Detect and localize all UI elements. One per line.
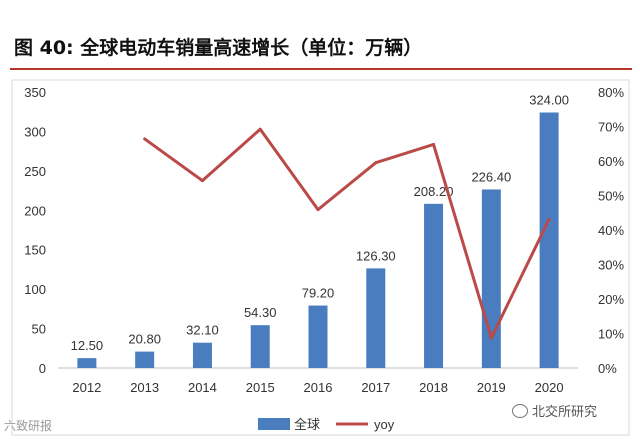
legend-label-line: yoy (374, 417, 395, 432)
y-left-tick-350: 350 (24, 85, 46, 100)
yoy-point-2017 (374, 161, 378, 165)
data-label-2019: 226.40 (471, 169, 511, 184)
bar-2015 (250, 325, 270, 368)
yoy-line (143, 127, 551, 340)
watermark-right-text: 北交所研究 (532, 405, 598, 420)
data-label-2012: 12.50 (71, 338, 104, 353)
x-tick-2017: 2017 (361, 380, 390, 395)
x-tick-2016: 2016 (304, 380, 333, 395)
data-label-2020: 324.00 (529, 93, 569, 108)
yoy-point-2019 (489, 336, 493, 340)
bar-2014 (192, 342, 212, 368)
data-label-2013: 20.80 (128, 332, 161, 347)
x-tick-2018: 2018 (419, 380, 448, 395)
x-tick-2015: 2015 (246, 380, 275, 395)
data-label-2017: 126.30 (356, 248, 396, 263)
x-tick-2013: 2013 (130, 380, 159, 395)
bar-2018 (424, 203, 444, 368)
y-right-tick-70pct: 70% (598, 120, 624, 135)
y-right-tick-10pct: 10% (598, 327, 624, 342)
bar-2017 (366, 268, 386, 368)
yoy-point-2016 (316, 208, 320, 212)
x-tick-2019: 2019 (477, 380, 506, 395)
yoy-point-2014 (200, 179, 204, 183)
chart-title: 图 40: 全球电动车销量高速增长（单位：万辆） (14, 37, 423, 59)
watermark-left: 六致研报 (4, 417, 52, 434)
y-left-tick-100: 100 (24, 282, 46, 297)
y-right-tick-50pct: 50% (598, 189, 624, 204)
x-tick-2020: 2020 (535, 380, 564, 395)
yoy-point-2018 (432, 142, 436, 146)
y-left-tick-0: 0 (39, 361, 46, 376)
y-right-tick-60pct: 60% (598, 154, 624, 169)
y-left-tick-300: 300 (24, 124, 46, 139)
wechat-icon (512, 404, 528, 418)
x-tick-2012: 2012 (72, 380, 101, 395)
title-rule (10, 68, 632, 70)
yoy-point-2020 (547, 217, 551, 221)
chart-frame (11, 79, 630, 436)
y-right-tick-0pct: 0% (598, 361, 617, 376)
legend-label-bar: 全球 (294, 417, 320, 432)
data-label-2014: 32.10 (186, 323, 219, 338)
y-right-tick-40pct: 40% (598, 223, 624, 238)
watermark-right: 北交所研究 (512, 401, 597, 420)
bar-2012 (77, 358, 97, 368)
bar-2016 (308, 305, 328, 368)
y-left-tick-150: 150 (24, 243, 46, 258)
legend-swatch-bar (258, 418, 290, 430)
y-left-tick-50: 50 (32, 322, 46, 337)
bar-2020 (539, 112, 559, 368)
yoy-point-2015 (258, 127, 262, 131)
x-tick-2014: 2014 (188, 380, 217, 395)
data-label-2018: 208.20 (414, 184, 454, 199)
y-left-tick-250: 250 (24, 164, 46, 179)
data-label-2016: 79.20 (302, 286, 335, 301)
data-label-2015: 54.30 (244, 305, 277, 320)
y-right-tick-80pct: 80% (598, 85, 624, 100)
bar-2019 (481, 189, 501, 368)
watermark-left-text: 六致研报 (4, 419, 53, 433)
bar-2013 (135, 351, 155, 368)
y-left-tick-200: 200 (24, 203, 46, 218)
y-right-tick-30pct: 30% (598, 258, 624, 273)
y-right-tick-20pct: 20% (598, 292, 624, 307)
yoy-point-2013 (143, 137, 147, 141)
